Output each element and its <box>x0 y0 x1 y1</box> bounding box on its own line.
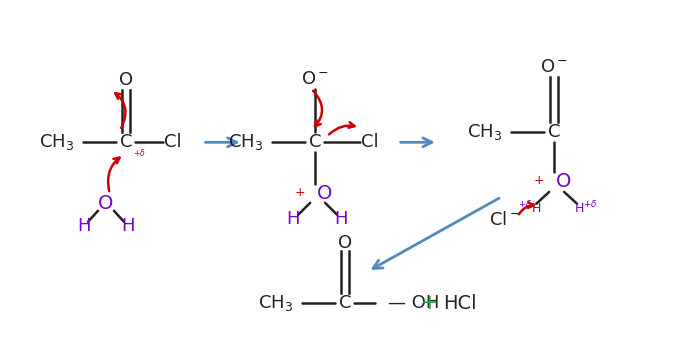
Text: — OH: — OH <box>388 294 439 312</box>
Text: C: C <box>309 133 321 151</box>
Text: Cl: Cl <box>164 133 181 151</box>
Text: C: C <box>548 123 561 142</box>
Text: $\mathregular{CH_3}$: $\mathregular{CH_3}$ <box>258 293 293 313</box>
Text: $^{+\delta}$: $^{+\delta}$ <box>133 149 146 159</box>
Text: C: C <box>339 294 351 312</box>
Text: C: C <box>120 133 132 151</box>
Text: H: H <box>335 210 348 228</box>
Text: H$^{+\delta}$: H$^{+\delta}$ <box>574 199 598 216</box>
Text: HCl: HCl <box>443 294 477 312</box>
Text: +: + <box>295 186 305 199</box>
Text: O: O <box>556 172 572 191</box>
Text: H: H <box>286 210 300 228</box>
Text: O: O <box>98 194 113 213</box>
Text: $\mathregular{O^-}$: $\mathregular{O^-}$ <box>301 70 329 88</box>
Text: +: + <box>533 173 544 186</box>
Text: $^{+\delta}$H: $^{+\delta}$H <box>517 199 541 216</box>
Text: O: O <box>338 233 352 252</box>
Text: H: H <box>77 216 91 235</box>
Text: $\mathregular{CH_3}$: $\mathregular{CH_3}$ <box>38 132 74 152</box>
Text: Cl: Cl <box>361 133 379 151</box>
Text: $\mathregular{CH_3}$: $\mathregular{CH_3}$ <box>228 132 263 152</box>
Text: H: H <box>121 216 134 235</box>
Text: +: + <box>421 293 438 313</box>
Text: O: O <box>119 71 133 89</box>
Text: $\mathregular{Cl^-}$: $\mathregular{Cl^-}$ <box>489 211 520 229</box>
Text: $\mathregular{O^-}$: $\mathregular{O^-}$ <box>540 58 568 76</box>
Text: $\mathregular{CH_3}$: $\mathregular{CH_3}$ <box>467 122 502 142</box>
Text: O: O <box>317 184 332 203</box>
